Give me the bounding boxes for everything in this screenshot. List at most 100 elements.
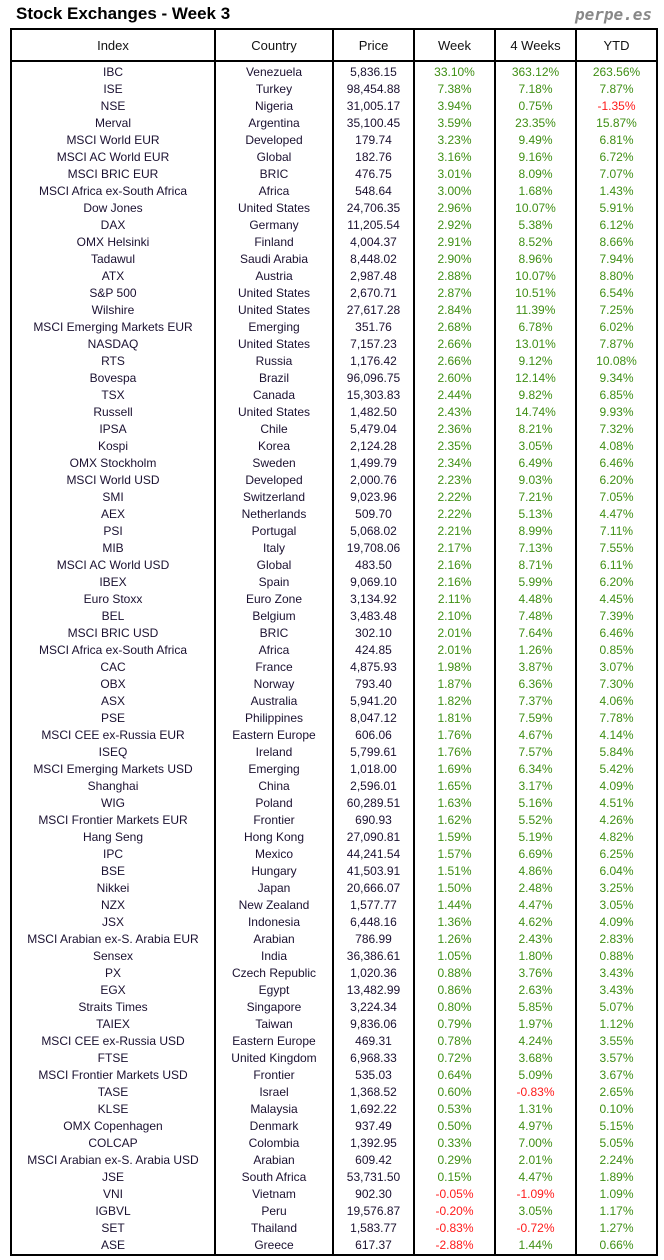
country-cell: Brazil — [214, 370, 334, 387]
ytd-change-cell: 7.25% — [575, 302, 658, 319]
week-change-cell: 2.21% — [413, 523, 496, 540]
price-cell: 60,289.51 — [332, 795, 415, 812]
table-row: MSCI Frontier Markets EUR Frontier 690.93 1… — [10, 812, 658, 829]
four-week-change-cell: 5.99% — [494, 574, 577, 591]
index-cell: OMX Copenhagen — [10, 1118, 216, 1135]
ytd-change-cell: 3.43% — [575, 965, 658, 982]
ytd-change-cell: 7.39% — [575, 608, 658, 625]
country-cell: BRIC — [214, 625, 334, 642]
table-row: MIB Italy 19,708.06 2.17% 7.13% 7.55% — [10, 540, 658, 557]
price-cell: 4,004.37 — [332, 234, 415, 251]
table-header-row: Index Country Price Week 4 Weeks YTD — [10, 28, 658, 62]
four-week-change-cell: 2.48% — [494, 880, 577, 897]
four-week-change-cell: 4.48% — [494, 591, 577, 608]
country-cell: Japan — [214, 880, 334, 897]
ytd-change-cell: 4.14% — [575, 727, 658, 744]
table-row: MSCI BRIC EUR BRIC 476.75 3.01% 8.09% 7.07% — [10, 166, 658, 183]
week-change-cell: 2.22% — [413, 489, 496, 506]
week-change-cell: 0.79% — [413, 1016, 496, 1033]
price-cell: 19,576.87 — [332, 1203, 415, 1220]
country-cell: France — [214, 659, 334, 676]
table-row: IPSA Chile 5,479.04 2.36% 8.21% 7.32% — [10, 421, 658, 438]
header-index: Index — [10, 28, 216, 62]
four-week-change-cell: 3.17% — [494, 778, 577, 795]
ytd-change-cell: 5.84% — [575, 744, 658, 761]
week-change-cell: 2.66% — [413, 336, 496, 353]
ytd-change-cell: 6.81% — [575, 132, 658, 149]
week-change-cell: 2.68% — [413, 319, 496, 336]
ytd-change-cell: 7.05% — [575, 489, 658, 506]
table-row: Nikkei Japan 20,666.07 1.50% 2.48% 3.25% — [10, 880, 658, 897]
country-cell: Venezuela — [214, 61, 334, 81]
country-cell: Frontier — [214, 1067, 334, 1084]
ytd-change-cell: 6.11% — [575, 557, 658, 574]
price-cell: 44,241.54 — [332, 846, 415, 863]
table-row: OMX Copenhagen Denmark 937.49 0.50% 4.97% 5.1… — [10, 1118, 658, 1135]
index-cell: Tadawul — [10, 251, 216, 268]
price-cell: 937.49 — [332, 1118, 415, 1135]
table-row: ATX Austria 2,987.48 2.88% 10.07% 8.80% — [10, 268, 658, 285]
country-cell: Vietnam — [214, 1186, 334, 1203]
index-cell: BEL — [10, 608, 216, 625]
table-row: IGBVL Peru 19,576.87 -0.20% 3.05% 1.17% — [10, 1203, 658, 1220]
four-week-change-cell: 6.69% — [494, 846, 577, 863]
index-cell: MSCI Africa ex-South Africa — [10, 642, 216, 659]
index-cell: NSE — [10, 98, 216, 115]
price-cell: 606.06 — [332, 727, 415, 744]
price-cell: 535.03 — [332, 1067, 415, 1084]
table-row: NZX New Zealand 1,577.77 1.44% 4.47% 3.05% — [10, 897, 658, 914]
price-cell: 27,090.81 — [332, 829, 415, 846]
table-row: MSCI World USD Developed 2,000.76 2.23% 9.03… — [10, 472, 658, 489]
country-cell: Russia — [214, 353, 334, 370]
table-row: ISE Turkey 98,454.88 7.38% 7.18% 7.87% — [10, 81, 658, 98]
week-change-cell: 2.84% — [413, 302, 496, 319]
ytd-change-cell: 9.34% — [575, 370, 658, 387]
price-cell: 53,731.50 — [332, 1169, 415, 1186]
index-cell: MIB — [10, 540, 216, 557]
four-week-change-cell: 363.12% — [494, 61, 577, 81]
price-cell: 609.42 — [332, 1152, 415, 1169]
price-cell: 19,708.06 — [332, 540, 415, 557]
price-cell: 302.10 — [332, 625, 415, 642]
ytd-change-cell: 3.05% — [575, 897, 658, 914]
price-cell: 1,368.52 — [332, 1084, 415, 1101]
price-cell: 690.93 — [332, 812, 415, 829]
index-cell: MSCI Arabian ex-S. Arabia USD — [10, 1152, 216, 1169]
index-cell: Nikkei — [10, 880, 216, 897]
week-change-cell: 1.05% — [413, 948, 496, 965]
four-week-change-cell: 1.44% — [494, 1237, 577, 1255]
index-cell: FTSE — [10, 1050, 216, 1067]
ytd-change-cell: 7.32% — [575, 421, 658, 438]
country-cell: Norway — [214, 676, 334, 693]
country-cell: United States — [214, 285, 334, 302]
week-change-cell: 1.57% — [413, 846, 496, 863]
four-week-change-cell: 9.49% — [494, 132, 577, 149]
four-week-change-cell: 1.97% — [494, 1016, 577, 1033]
table-row: JSX Indonesia 6,448.16 1.36% 4.62% 4.09% — [10, 914, 658, 931]
table-row: SET Thailand 1,583.77 -0.83% -0.72% 1.27% — [10, 1220, 658, 1237]
four-week-change-cell: 7.57% — [494, 744, 577, 761]
week-change-cell: 2.96% — [413, 200, 496, 217]
table-row: IBC Venezuela 5,836.15 33.10% 363.12% 263.56% — [10, 61, 658, 81]
ytd-change-cell: 10.08% — [575, 353, 658, 370]
index-cell: OMX Helsinki — [10, 234, 216, 251]
week-change-cell: 1.76% — [413, 727, 496, 744]
table-row: WIG Poland 60,289.51 1.63% 5.16% 4.51% — [10, 795, 658, 812]
country-cell: United States — [214, 336, 334, 353]
country-cell: BRIC — [214, 166, 334, 183]
table-row: NASDAQ United States 7,157.23 2.66% 13.01% 7.… — [10, 336, 658, 353]
country-cell: Nigeria — [214, 98, 334, 115]
week-change-cell: 3.01% — [413, 166, 496, 183]
index-cell: MSCI BRIC USD — [10, 625, 216, 642]
week-change-cell: 33.10% — [413, 61, 496, 81]
four-week-change-cell: 8.71% — [494, 557, 577, 574]
price-cell: 9,069.10 — [332, 574, 415, 591]
four-week-change-cell: -0.83% — [494, 1084, 577, 1101]
price-cell: 902.30 — [332, 1186, 415, 1203]
ytd-change-cell: 5.05% — [575, 1135, 658, 1152]
country-cell: Singapore — [214, 999, 334, 1016]
table-row: FTSE United Kingdom 6,968.33 0.72% 3.68% 3.57… — [10, 1050, 658, 1067]
four-week-change-cell: 10.07% — [494, 268, 577, 285]
price-cell: 98,454.88 — [332, 81, 415, 98]
table-row: COLCAP Colombia 1,392.95 0.33% 7.00% 5.05% — [10, 1135, 658, 1152]
